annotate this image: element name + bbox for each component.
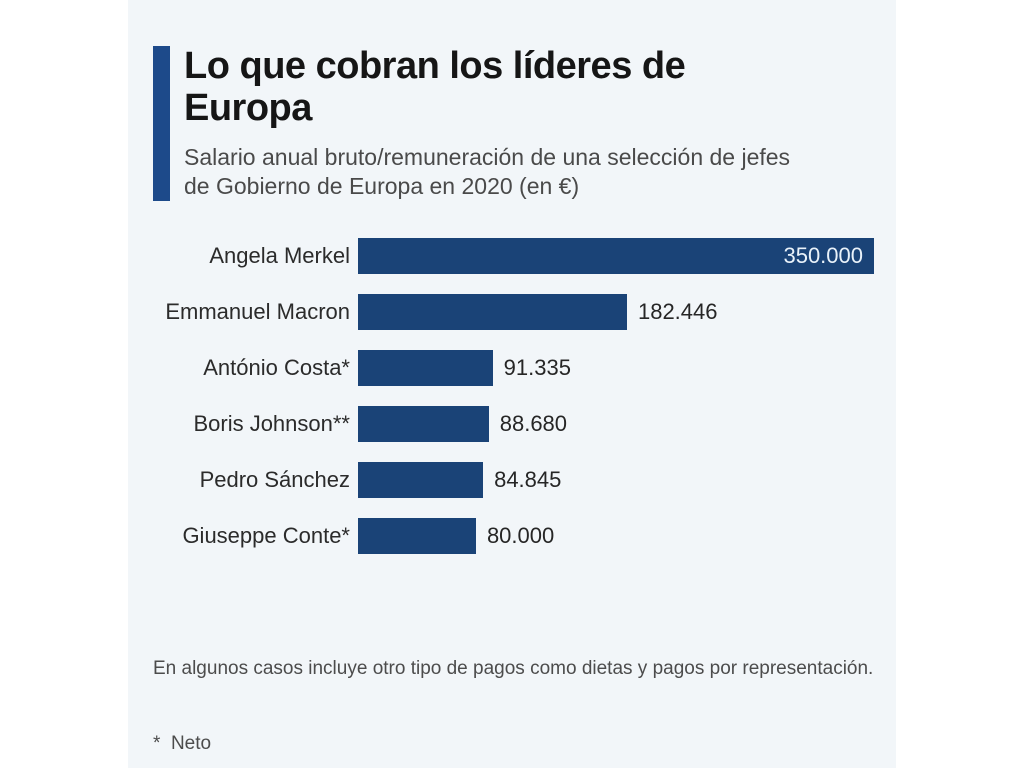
bar-track: 88.680 bbox=[358, 406, 874, 443]
bar-value-label: 182.446 bbox=[637, 299, 718, 325]
bar bbox=[358, 518, 476, 555]
infographic-panel: Lo que cobran los líderes de Europa Sala… bbox=[128, 0, 896, 768]
bar-track: 350.000 bbox=[358, 238, 874, 275]
chart-subtitle: Salario anual bruto/remuneración de una … bbox=[184, 143, 791, 200]
header: Lo que cobran los líderes de Europa Sala… bbox=[153, 45, 874, 202]
bar-row: Angela Merkel 350.000 bbox=[153, 238, 874, 275]
bar-row: Emmanuel Macron 182.446 bbox=[153, 294, 874, 331]
bar-category-label: Emmanuel Macron bbox=[165, 299, 350, 325]
bar-value-label: 91.335 bbox=[503, 355, 571, 381]
bar-track: 80.000 bbox=[358, 518, 874, 555]
bar: 350.000 bbox=[358, 238, 874, 275]
bar bbox=[358, 294, 627, 331]
footnotes: En algunos casos incluye otro tipo de pa… bbox=[153, 606, 874, 768]
bar-track: 84.845 bbox=[358, 462, 874, 499]
bar-value-label: 80.000 bbox=[486, 523, 555, 549]
bar bbox=[358, 406, 489, 443]
bar-value-label: 350.000 bbox=[783, 243, 863, 269]
chart-title: Lo que cobran los líderes de Europa bbox=[184, 45, 686, 129]
bar-row: Pedro Sánchez 84.845 bbox=[153, 462, 874, 499]
bar-category-label: Boris Johnson** bbox=[193, 411, 350, 437]
bar-row: Giuseppe Conte* 80.000 bbox=[153, 518, 874, 555]
bar-row: Boris Johnson** 88.680 bbox=[153, 406, 874, 443]
bar-chart: Angela Merkel 350.000 Emmanuel Macron 18… bbox=[153, 238, 874, 574]
bar-category-label: Angela Merkel bbox=[209, 243, 350, 269]
bar-value-label: 88.680 bbox=[499, 411, 568, 437]
bar-row: António Costa* 91.335 bbox=[153, 350, 874, 387]
bar-category-label: Pedro Sánchez bbox=[199, 467, 350, 493]
footnote-line: En algunos casos incluye otro tipo de pa… bbox=[153, 658, 874, 680]
bar bbox=[358, 462, 484, 499]
bar-track: 91.335 bbox=[358, 350, 874, 387]
bar bbox=[358, 350, 493, 387]
bar-value-label: 84.845 bbox=[494, 467, 562, 493]
bar-category-label: António Costa* bbox=[203, 355, 350, 381]
bar-track: 182.446 bbox=[358, 294, 874, 331]
bar-category-label: Giuseppe Conte* bbox=[182, 523, 350, 549]
footnote-line: * Neto bbox=[153, 733, 212, 755]
